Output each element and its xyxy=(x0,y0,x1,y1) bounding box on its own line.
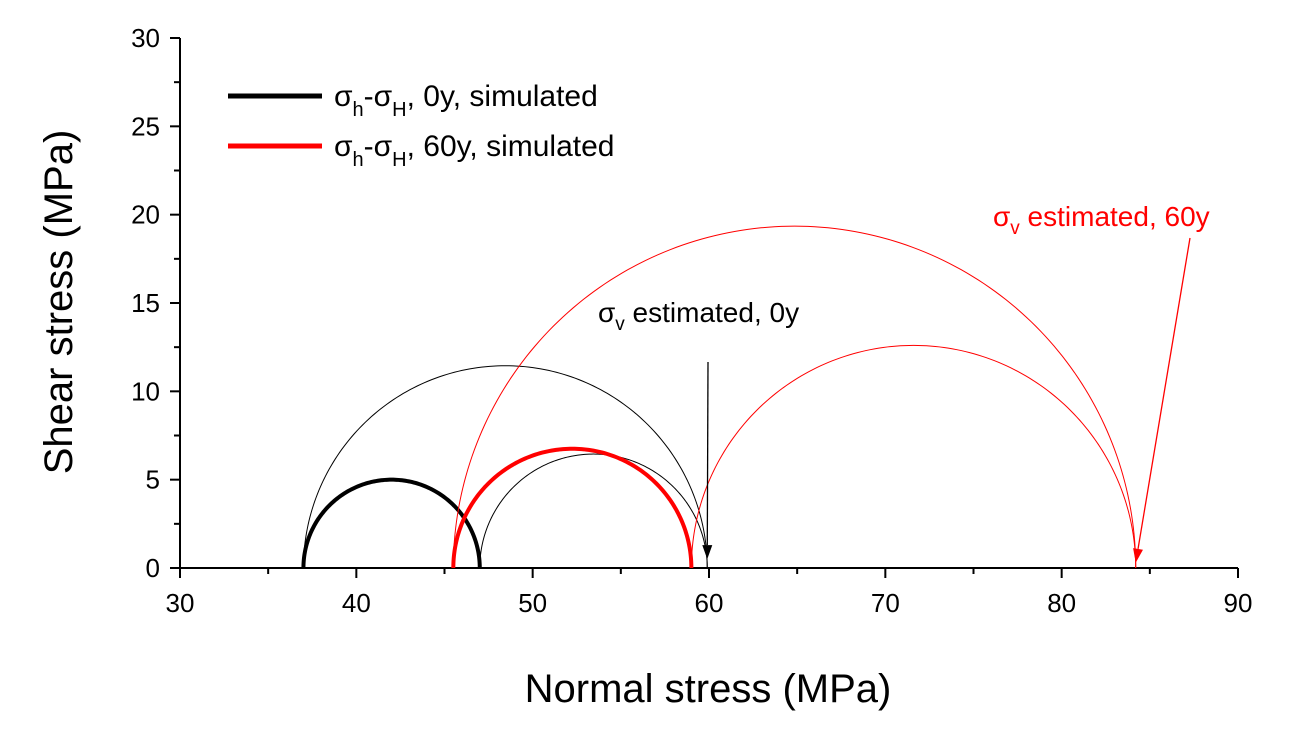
series-2-circle-2 xyxy=(452,225,1137,569)
series-2-circle-1 xyxy=(451,446,694,569)
y-tick-label: 30 xyxy=(131,23,160,53)
annotations: σv estimated, 0y σv estimated, 60y xyxy=(598,201,1210,563)
y-tick-label: 15 xyxy=(131,288,160,318)
x-tick-label: 50 xyxy=(518,588,547,618)
x-tick-label: 60 xyxy=(695,588,724,618)
x-tick-label: 40 xyxy=(342,588,371,618)
y-tick-label: 10 xyxy=(131,376,160,406)
x-tick-label: 80 xyxy=(1047,588,1076,618)
annotation-arrow-line-2 xyxy=(1137,237,1191,549)
y-axis-title: Shear stress (MPa) xyxy=(37,130,81,475)
annotation-label-1: σv estimated, 0y xyxy=(598,297,799,335)
y-tick-label: 5 xyxy=(146,465,160,495)
annotation-arrow-line-1 xyxy=(706,361,709,546)
annotation-label-2: σv estimated, 60y xyxy=(993,201,1210,239)
legend-label-2: σh-σH, 60y, simulated xyxy=(334,130,615,171)
series-1-circle-2 xyxy=(302,365,708,569)
y-tick-label: 0 xyxy=(146,553,160,583)
axes: 30 40 50 60 70 80 90 0 5 10 15 20 25 30 xyxy=(131,23,1252,618)
annotation-arrowhead-1 xyxy=(702,545,713,560)
y-tick-label: 25 xyxy=(131,111,160,141)
plot-area xyxy=(301,225,1137,569)
x-axis-title: Normal stress (MPa) xyxy=(525,667,892,711)
x-tick-label: 30 xyxy=(166,588,195,618)
series-1-circle-3 xyxy=(479,453,708,569)
x-tick-label: 90 xyxy=(1224,588,1253,618)
x-tick-label: 70 xyxy=(871,588,900,618)
series-1-circle-1 xyxy=(301,477,482,569)
y-tick-label: 20 xyxy=(131,200,160,230)
legend: σh-σH, 0y, simulated σh-σH, 60y, simulate… xyxy=(228,80,615,171)
series-2-circle-3 xyxy=(690,344,1137,569)
legend-label-1: σh-σH, 0y, simulated xyxy=(334,80,598,121)
annotation-arrowhead-2 xyxy=(1133,548,1143,563)
